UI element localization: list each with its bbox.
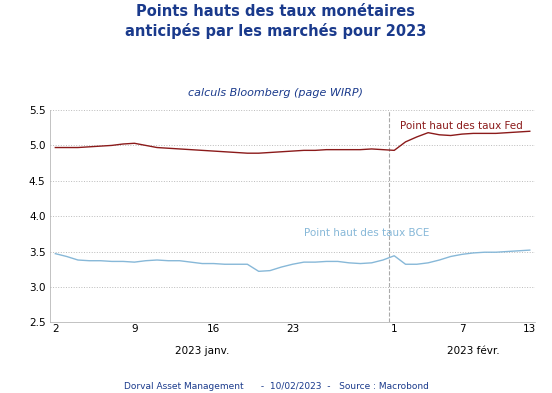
Text: Point haut des taux BCE: Point haut des taux BCE bbox=[304, 228, 429, 238]
Text: Points hauts des taux monétaires
anticipés par les marchés pour 2023: Points hauts des taux monétaires anticip… bbox=[125, 4, 427, 39]
Text: Dorval Asset Management      -  10/02/2023  -   Source : Macrobond: Dorval Asset Management - 10/02/2023 - S… bbox=[124, 382, 428, 391]
Text: 2023 févr.: 2023 févr. bbox=[447, 345, 500, 356]
Text: calculs Bloomberg (page WIRP): calculs Bloomberg (page WIRP) bbox=[188, 88, 364, 98]
Text: Point haut des taux Fed: Point haut des taux Fed bbox=[400, 121, 523, 130]
Text: 2023 janv.: 2023 janv. bbox=[175, 345, 230, 356]
